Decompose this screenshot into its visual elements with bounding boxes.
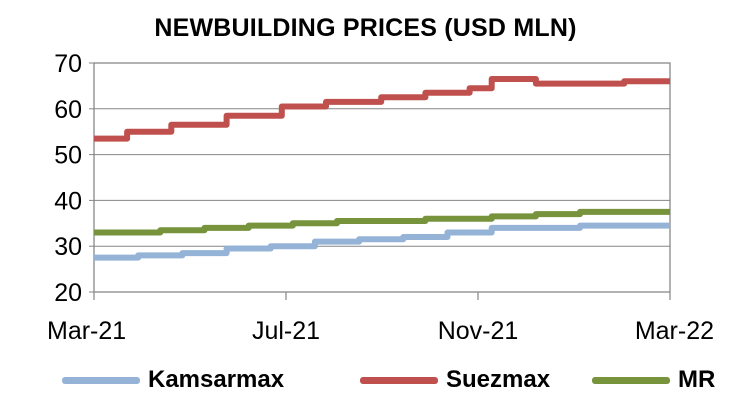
legend-swatch [360, 376, 438, 384]
legend-swatch [62, 376, 140, 384]
legend-item-mr: MR [592, 362, 715, 398]
legend-label: MR [678, 366, 716, 393]
legend-swatch [592, 376, 670, 384]
x-tick-label: Mar-22 [635, 317, 714, 345]
series-line-suezmax [94, 76, 670, 142]
legend-label: Kamsarmax [148, 366, 285, 393]
y-tick-label: 40 [54, 187, 82, 215]
series-layer [94, 76, 670, 261]
x-tick-label: Jul-21 [252, 317, 320, 345]
y-tick-label: 20 [54, 279, 82, 307]
legend: Kamsarmax Suezmax MR [0, 362, 731, 398]
y-tick-label: 50 [54, 142, 82, 170]
plot-area-frame [93, 62, 671, 293]
x-axis: Mar-21 Jul-21 Nov-21 Mar-22 [47, 292, 714, 345]
y-axis: 20 30 40 50 60 70 [54, 50, 94, 307]
chart-title: NEWBUILDING PRICES (USD MLN) [154, 14, 577, 42]
y-tick-label: 30 [54, 233, 82, 261]
series-line-kamsarmax [94, 222, 670, 261]
y-tick-label: 60 [54, 96, 82, 124]
legend-item-kamsarmax: Kamsarmax [62, 362, 284, 398]
series-line-mr [94, 208, 670, 236]
x-tick-label: Nov-21 [438, 317, 519, 345]
line-chart: 20 30 40 50 60 70 Mar-21 Jul-21 Nov-21 Mar-22 [47, 50, 714, 345]
legend-item-suezmax: Suezmax [360, 362, 550, 398]
legend-label: Suezmax [446, 366, 551, 393]
x-tick-label: Mar-21 [47, 317, 126, 345]
y-tick-label: 70 [54, 50, 82, 78]
